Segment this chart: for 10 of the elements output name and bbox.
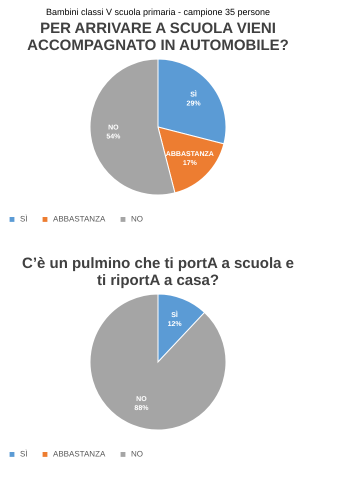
legend-label: ABBASTANZA [53, 449, 106, 458]
chart-title: C’è un pulmino che ti portA a scuola e ti riportA a casa? [22, 255, 294, 289]
legend-label: ABBASTANZA [53, 214, 106, 224]
legend-label: NO [131, 449, 143, 458]
text: Bambini classi V scuola primaria - campione 35 persone [46, 7, 270, 17]
legend-label: SÌ [20, 214, 28, 224]
legend-label: NO [131, 214, 143, 224]
chart-title: PER ARRIVARE A SCUOLA VIENI ACCOMPAGNATO IN AUTOMOBILE? [27, 20, 289, 54]
pie-slice [90, 294, 226, 430]
legend-label: SÌ [20, 449, 28, 458]
